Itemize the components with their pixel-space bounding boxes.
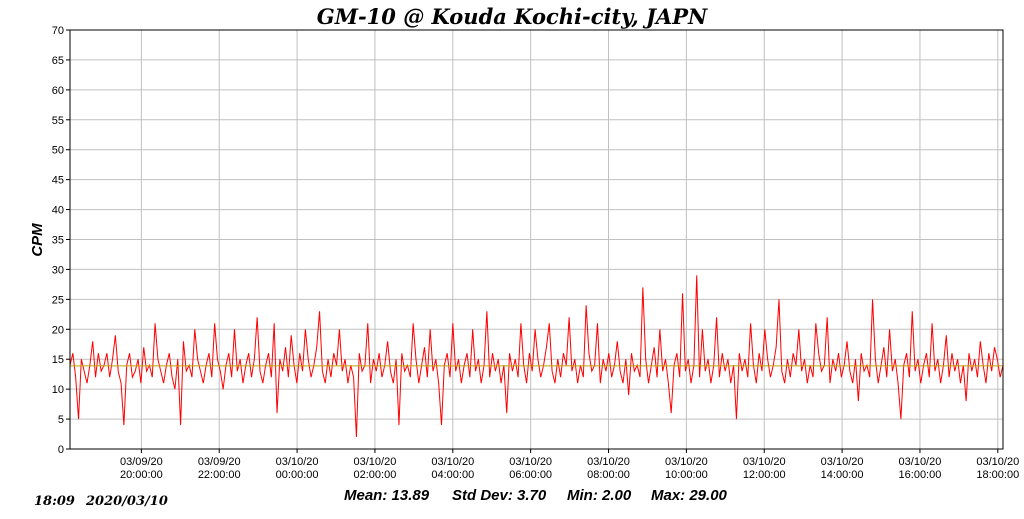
x-tick-label-date: 03/10/20: [431, 456, 474, 468]
x-tick-label-date: 03/10/20: [354, 456, 397, 468]
x-tick-label-date: 03/09/20: [198, 456, 241, 468]
x-tick-label-time: 00:00:00: [276, 469, 319, 481]
y-tick-label: 0: [58, 444, 64, 456]
y-tick-label: 70: [52, 25, 64, 37]
x-tick-label-time: 12:00:00: [743, 469, 786, 481]
timestamp-time: 18:09: [34, 494, 75, 509]
x-tick-label-date: 03/10/20: [665, 456, 708, 468]
x-tick-label-time: 14:00:00: [821, 469, 864, 481]
x-tick-label-date: 03/10/20: [899, 456, 942, 468]
y-tick-label: 45: [52, 175, 64, 187]
x-tick-label-date: 03/10/20: [821, 456, 864, 468]
stat-min: Min: 2.00: [567, 487, 632, 504]
y-tick-label: 35: [52, 235, 64, 247]
y-tick-label: 55: [52, 115, 64, 127]
x-tick-label-date: 03/10/20: [976, 456, 1019, 468]
y-axis-label: CPM: [29, 223, 46, 257]
y-tick-label: 65: [52, 55, 64, 67]
stat-mean: Mean: 13.89: [344, 487, 430, 504]
stat-std-dev: Std Dev: 3.70: [452, 487, 547, 504]
x-tick-label-time: 08:00:00: [587, 469, 630, 481]
y-tick-label: 10: [52, 384, 64, 396]
stat-max: Max: 29.00: [651, 487, 728, 504]
x-tick-label-date: 03/10/20: [743, 456, 786, 468]
x-tick-label-time: 04:00:00: [431, 469, 474, 481]
x-axis-ticks: 03/09/2020:00:0003/09/2022:00:0003/10/20…: [120, 449, 1019, 481]
y-tick-label: 30: [52, 264, 64, 276]
x-tick-label-time: 16:00:00: [899, 469, 942, 481]
x-tick-label-date: 03/10/20: [509, 456, 552, 468]
x-tick-label-time: 22:00:00: [198, 469, 241, 481]
series-layer: [69, 275, 1004, 438]
x-tick-label-date: 03/09/20: [120, 456, 163, 468]
x-tick-label-time: 18:00:00: [976, 469, 1019, 481]
y-axis-ticks: 0 5 10 15 20 25 30 35 40 45 50 55 60 65 70: [52, 25, 70, 456]
x-tick-label-time: 02:00:00: [354, 469, 397, 481]
grid: [70, 29, 1003, 450]
x-tick-label-date: 03/10/20: [276, 456, 319, 468]
y-tick-label: 25: [52, 294, 64, 306]
x-tick-label-date: 03/10/20: [587, 456, 630, 468]
y-tick-label: 20: [52, 324, 64, 336]
y-tick-label: 40: [52, 205, 64, 217]
x-tick-label-time: 20:00:00: [120, 469, 163, 481]
chart-title: GM-10 @ Kouda Kochi-city, JAPN: [317, 4, 708, 29]
x-tick-label-time: 10:00:00: [665, 469, 708, 481]
y-tick-label: 15: [52, 354, 64, 366]
y-tick-label: 5: [58, 414, 64, 426]
y-tick-label: 50: [52, 145, 64, 157]
timestamp-date: 2020/03/10: [85, 494, 168, 509]
y-tick-label: 60: [52, 85, 64, 97]
x-tick-label-time: 06:00:00: [509, 469, 552, 481]
series-line: [69, 275, 1004, 438]
